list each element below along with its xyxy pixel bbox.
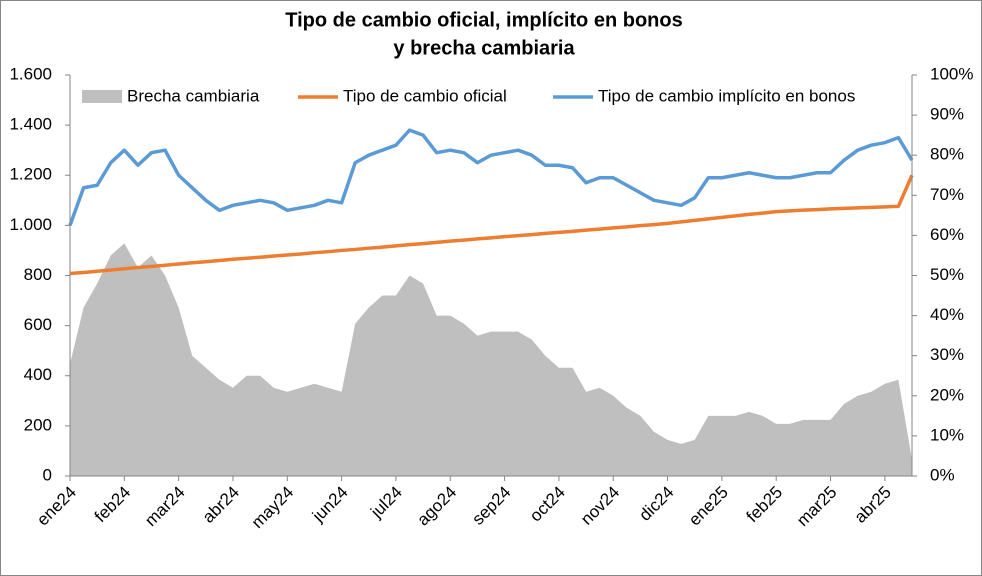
y-tick-label: 400	[24, 365, 52, 384]
y2-tick-label: 30%	[930, 345, 964, 364]
y-tick-label: 1.400	[9, 115, 52, 134]
legend-label: Tipo de cambio implícito en bonos	[598, 86, 855, 105]
chart-title: Tipo de cambio oficial, implícito en bon…	[285, 9, 682, 31]
y-tick-label: 0	[43, 465, 52, 484]
y2-tick-label: 10%	[930, 425, 964, 444]
y-tick-label: 600	[24, 315, 52, 334]
area	[70, 243, 912, 476]
y2-tick-label: 80%	[930, 145, 964, 164]
y2-tick-label: 50%	[930, 265, 964, 284]
y2-tick-label: 90%	[930, 105, 964, 124]
y-tick-label: 1.600	[9, 64, 52, 83]
y-tick-label: 200	[24, 415, 52, 434]
y-tick-label: 800	[24, 265, 52, 284]
legend-label: Tipo de cambio oficial	[343, 86, 507, 105]
y2-tick-label: 20%	[930, 385, 964, 404]
line	[69, 174, 914, 276]
chart-title: y brecha cambiaria	[393, 37, 575, 59]
y-tick-label: 1.000	[9, 215, 52, 234]
y2-tick-label: 100%	[930, 64, 973, 83]
y2-tick-label: 40%	[930, 305, 964, 324]
y2-tick-label: 70%	[930, 185, 964, 204]
line	[68, 128, 914, 226]
legend-label: Brecha cambiaria	[127, 86, 260, 105]
legend-swatch	[82, 90, 122, 103]
y2-tick-label: 60%	[930, 225, 964, 244]
y-tick-label: 1.200	[9, 165, 52, 184]
y2-tick-label: 0%	[930, 465, 955, 484]
